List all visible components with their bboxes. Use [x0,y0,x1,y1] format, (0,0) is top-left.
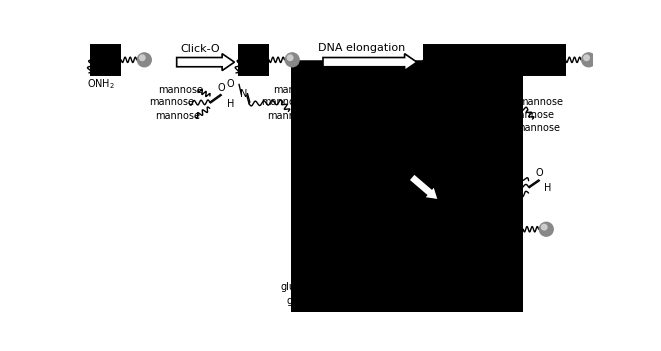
Text: mannose: mannose [261,97,307,107]
Text: ONH$_2$: ONH$_2$ [415,78,443,92]
Text: Click-O: Click-O [180,45,219,54]
Text: mannose: mannose [158,85,203,95]
Text: glucose: glucose [457,180,495,190]
Polygon shape [323,54,417,71]
Polygon shape [176,54,235,71]
Circle shape [541,224,547,230]
Text: H: H [227,99,234,109]
Text: glucose: glucose [297,268,334,278]
Text: O: O [227,79,235,90]
Text: N: N [353,257,360,266]
Text: N: N [240,90,247,99]
Text: mannose: mannose [267,111,312,121]
Text: H: H [544,184,551,193]
Circle shape [137,53,151,67]
Text: glucose: glucose [281,282,318,292]
Text: mannose: mannose [468,270,513,280]
Polygon shape [408,174,438,200]
Text: Click-O: Click-O [404,163,444,173]
Text: mannose: mannose [273,85,318,95]
Circle shape [539,222,553,236]
Circle shape [582,53,596,67]
Text: mannose: mannose [155,111,200,121]
Text: O: O [419,246,427,257]
Text: ONH$_2$: ONH$_2$ [87,78,114,91]
Text: N: N [432,257,439,266]
Text: mannose: mannose [518,97,563,107]
Text: mannose: mannose [465,294,510,304]
Circle shape [139,55,145,60]
Text: mannose: mannose [459,282,504,292]
Text: glucose: glucose [287,296,325,306]
Text: glucose: glucose [464,193,502,204]
Text: O: O [342,246,350,257]
Text: mannose: mannose [149,97,194,107]
Text: O: O [535,168,543,178]
Text: O: O [483,79,491,90]
Text: glucose: glucose [468,166,505,177]
Circle shape [584,55,590,60]
Circle shape [286,53,299,67]
Circle shape [288,55,293,60]
Text: DNA elongation: DNA elongation [318,43,405,53]
Text: O: O [217,83,225,93]
Text: mannose: mannose [516,123,561,133]
Text: mannose: mannose [510,110,555,120]
Text: N: N [496,90,503,99]
